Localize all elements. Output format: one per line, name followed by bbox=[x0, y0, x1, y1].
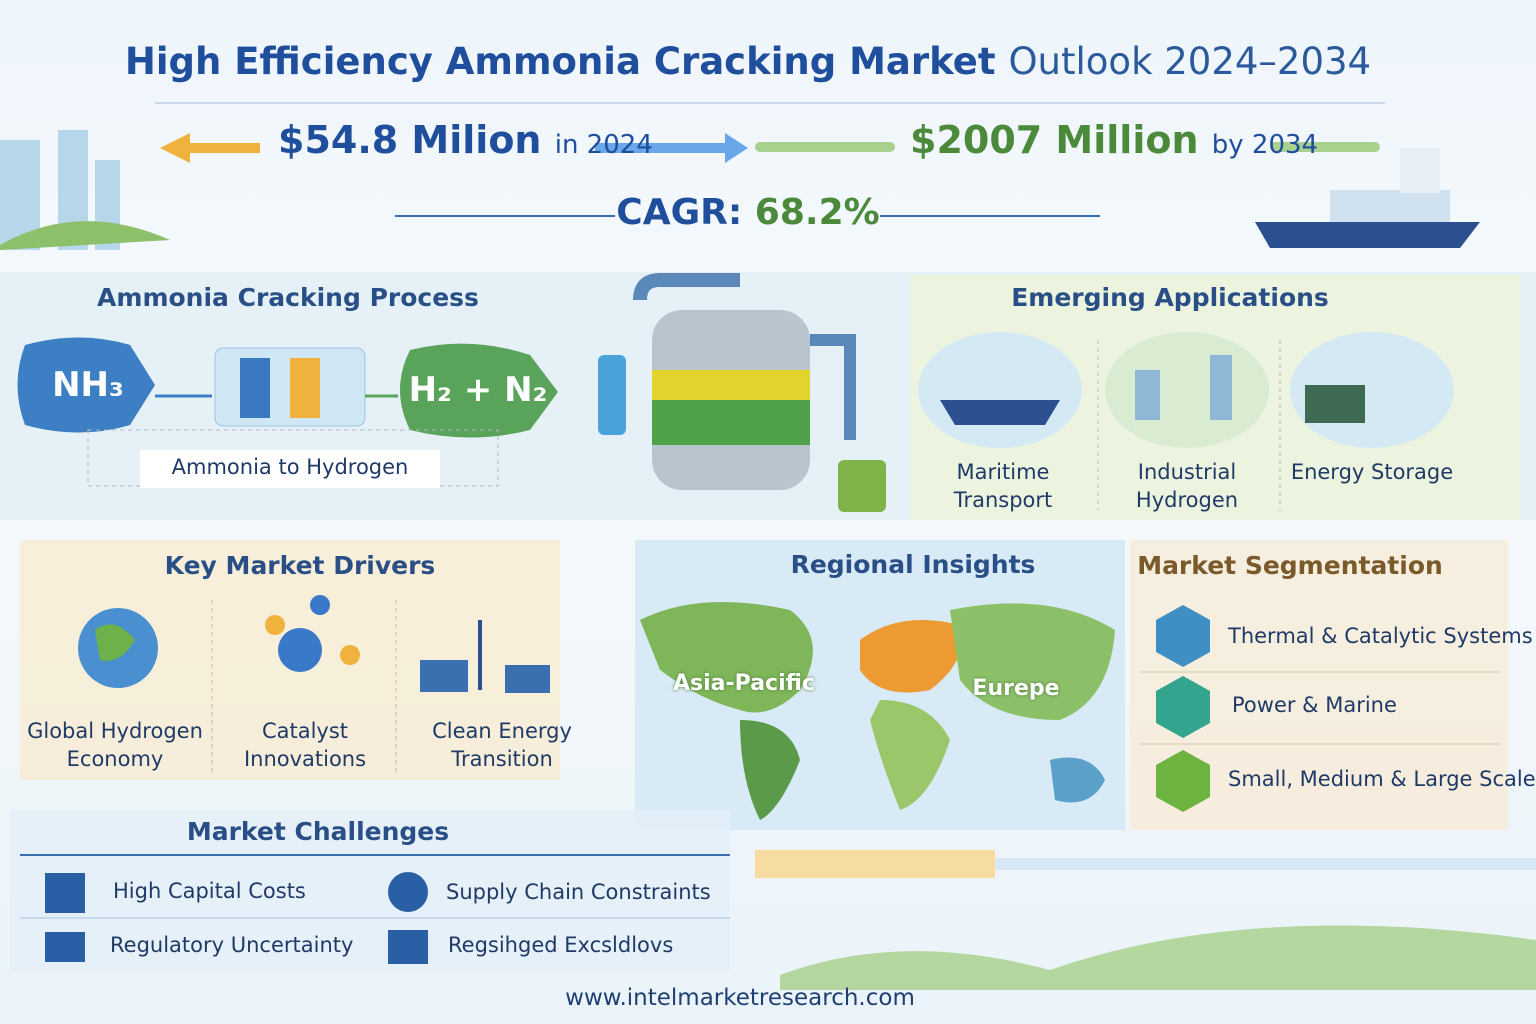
column bbox=[598, 355, 626, 435]
cagr-label: CAGR: bbox=[616, 192, 743, 233]
pipe bbox=[633, 273, 740, 301]
atom bbox=[340, 645, 360, 665]
deck bbox=[1330, 190, 1450, 222]
segment-icons bbox=[1140, 605, 1500, 812]
bar bbox=[755, 142, 895, 152]
input-formula: NH₃ bbox=[52, 365, 124, 405]
caption-box bbox=[140, 450, 440, 488]
section-title: Regional Insights bbox=[790, 550, 1036, 579]
progress-track bbox=[995, 858, 1536, 870]
band bbox=[652, 400, 810, 445]
landscape bbox=[780, 925, 1536, 990]
skyline bbox=[0, 130, 120, 250]
challenge-label: Regulatory Uncertainty bbox=[110, 933, 354, 957]
challenge-icons bbox=[45, 872, 428, 964]
progress-bar bbox=[755, 850, 995, 878]
application-icons bbox=[918, 332, 1454, 510]
challenges-panel bbox=[10, 810, 730, 970]
stat-value: $54.8 Milion bbox=[278, 118, 542, 162]
title: High Efficiency Ammonia Cracking Market … bbox=[125, 40, 1371, 83]
section-title: Ammonia Cracking Process bbox=[97, 283, 479, 312]
challenge-label: Regsihged Excsldlovs bbox=[448, 933, 674, 957]
molecule bbox=[278, 628, 322, 672]
north-america bbox=[640, 602, 813, 713]
solar-panel bbox=[420, 660, 468, 692]
land bbox=[95, 624, 135, 661]
battery-icon bbox=[1305, 385, 1365, 423]
asia bbox=[950, 603, 1115, 720]
hill bbox=[0, 221, 170, 250]
title-main: High Efficiency Ammonia Cracking Market bbox=[124, 40, 996, 83]
section-title: Key Market Drivers bbox=[164, 551, 436, 580]
application-label: Industrial Hydrogen bbox=[1135, 460, 1239, 512]
south-america bbox=[740, 720, 800, 820]
icon bbox=[388, 930, 428, 964]
driver-icons bbox=[78, 595, 550, 775]
europe bbox=[860, 620, 962, 693]
world-map bbox=[640, 602, 1115, 820]
stat-year: in 2024 bbox=[554, 130, 653, 160]
segment-label: Small, Medium & Large Scale bbox=[1228, 767, 1536, 791]
australia bbox=[1050, 757, 1105, 803]
end-stat: $2007 Million by 2034 bbox=[910, 118, 1318, 162]
region-label: Eurepe bbox=[972, 676, 1060, 701]
dashed-frame bbox=[87, 429, 499, 487]
segment-label: Thermal & Catalytic Systems bbox=[1228, 624, 1533, 648]
icon bbox=[388, 872, 428, 912]
cell bbox=[240, 358, 270, 418]
challenge-label: High Capital Costs bbox=[113, 879, 306, 903]
segment-label: Power & Marine bbox=[1232, 693, 1397, 717]
band bbox=[652, 370, 810, 400]
arrow-right bbox=[595, 133, 748, 163]
driver-label: Clean Energy Transition bbox=[432, 719, 572, 771]
application-label: Energy Storage bbox=[1290, 460, 1454, 484]
stat-value: $2007 Million bbox=[910, 118, 1199, 162]
ship-icon bbox=[940, 400, 1060, 425]
icon-circle bbox=[918, 332, 1082, 448]
cagr: CAGR: 68.2% bbox=[616, 192, 879, 233]
nh3-blob bbox=[17, 337, 155, 433]
pipe bbox=[810, 334, 856, 440]
cagr-value: 68.2% bbox=[754, 192, 880, 233]
arrow-left bbox=[160, 133, 260, 163]
building-icon bbox=[1210, 355, 1232, 420]
caption: Ammonia to Hydrogen bbox=[171, 455, 409, 479]
building-icon bbox=[1135, 370, 1160, 420]
start-stat: $54.8 Milion in 2024 bbox=[278, 118, 653, 162]
solar-panel bbox=[505, 665, 550, 693]
reactor-tank bbox=[598, 273, 886, 512]
title-sub: Outlook 2024–2034 bbox=[1008, 40, 1372, 83]
atom bbox=[310, 595, 330, 615]
hex-icon bbox=[1156, 750, 1210, 812]
africa bbox=[870, 700, 950, 810]
unit bbox=[838, 460, 886, 512]
hex-icon bbox=[1156, 605, 1210, 667]
tower bbox=[1400, 148, 1440, 193]
h2-blob bbox=[400, 343, 558, 438]
driver-label: Catalyst Innovations bbox=[243, 719, 367, 771]
section-title: Market Challenges bbox=[186, 817, 450, 846]
stat-year: by 2034 bbox=[1211, 130, 1319, 160]
ship bbox=[1255, 148, 1480, 248]
bar bbox=[1270, 142, 1380, 152]
cell bbox=[290, 358, 320, 418]
footer-url: www.intelmarketresearch.com bbox=[565, 985, 915, 1011]
atom bbox=[265, 615, 285, 635]
hex-icon bbox=[1156, 676, 1210, 738]
hull bbox=[1255, 222, 1480, 248]
icon-circle bbox=[1105, 332, 1269, 448]
application-label: Maritime Transport bbox=[953, 460, 1053, 512]
region-label: Asia-Pacific bbox=[673, 671, 815, 696]
challenge-label: Supply Chain Constraints bbox=[446, 880, 711, 904]
icon bbox=[45, 932, 85, 962]
output-formula: H₂ + N₂ bbox=[408, 370, 548, 410]
icon bbox=[45, 873, 85, 913]
driver-label: Global Hydrogen Economy bbox=[27, 719, 203, 771]
section-title: Market Segmentation bbox=[1137, 551, 1443, 580]
section-title: Emerging Applications bbox=[1011, 283, 1329, 312]
